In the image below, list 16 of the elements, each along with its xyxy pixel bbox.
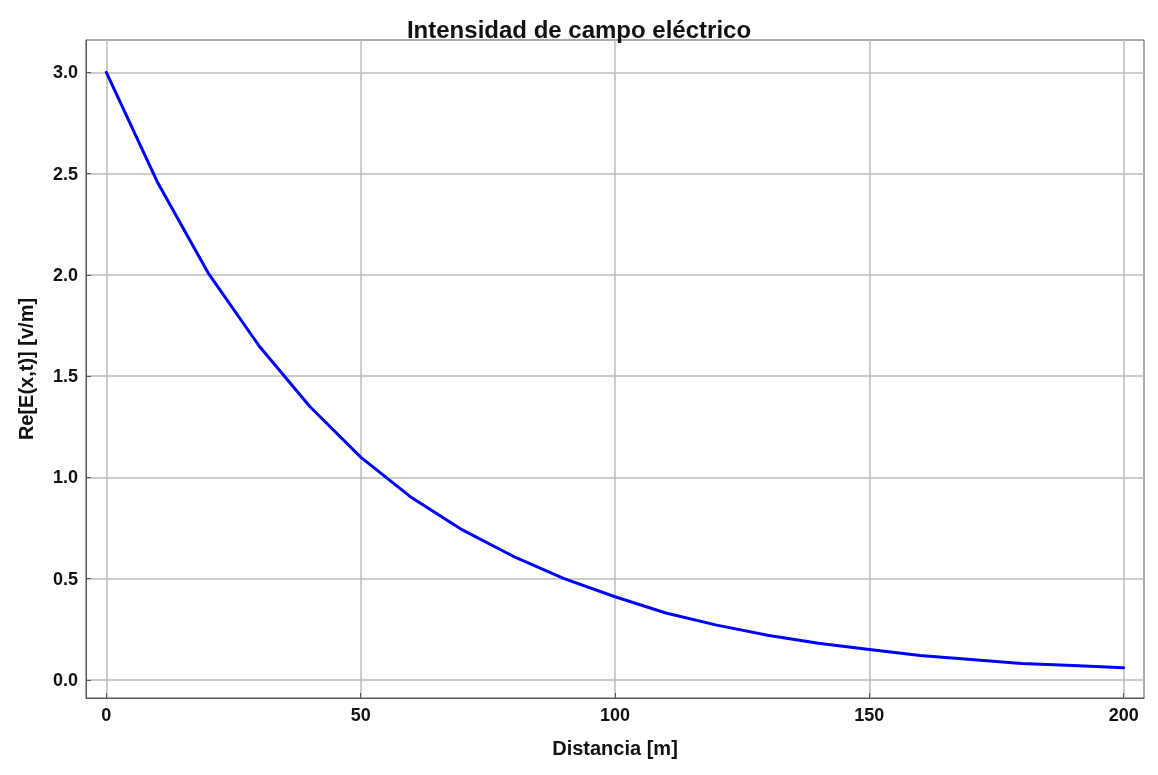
line-series bbox=[104, 70, 1126, 670]
y-tick-label: 2.0 bbox=[52, 264, 78, 285]
y-tick-label: 0.0 bbox=[52, 669, 78, 690]
y-axis-title: Re[E(x,t)] [v/m] bbox=[15, 297, 37, 441]
x-tick-label: 200 bbox=[1108, 705, 1139, 725]
y-tick-label: 0.5 bbox=[52, 568, 78, 589]
x-tick-label: 0 bbox=[101, 705, 112, 725]
x-axis-title: Distancia [m] bbox=[552, 737, 678, 759]
x-tick-label: 150 bbox=[854, 705, 885, 725]
chart-title: Intensidad de campo eléctrico bbox=[406, 15, 752, 43]
x-tick-label: 50 bbox=[350, 705, 371, 725]
x-tick-label: 100 bbox=[599, 705, 631, 725]
y-tick-label: 2.5 bbox=[52, 163, 78, 184]
y-tick-label: 3.0 bbox=[52, 62, 78, 83]
y-tick-label: 1.5 bbox=[52, 366, 78, 387]
y-tick-label: 1.0 bbox=[52, 467, 78, 488]
